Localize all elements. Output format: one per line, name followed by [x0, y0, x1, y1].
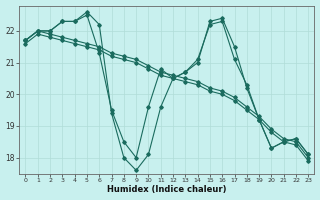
- X-axis label: Humidex (Indice chaleur): Humidex (Indice chaleur): [107, 185, 227, 194]
